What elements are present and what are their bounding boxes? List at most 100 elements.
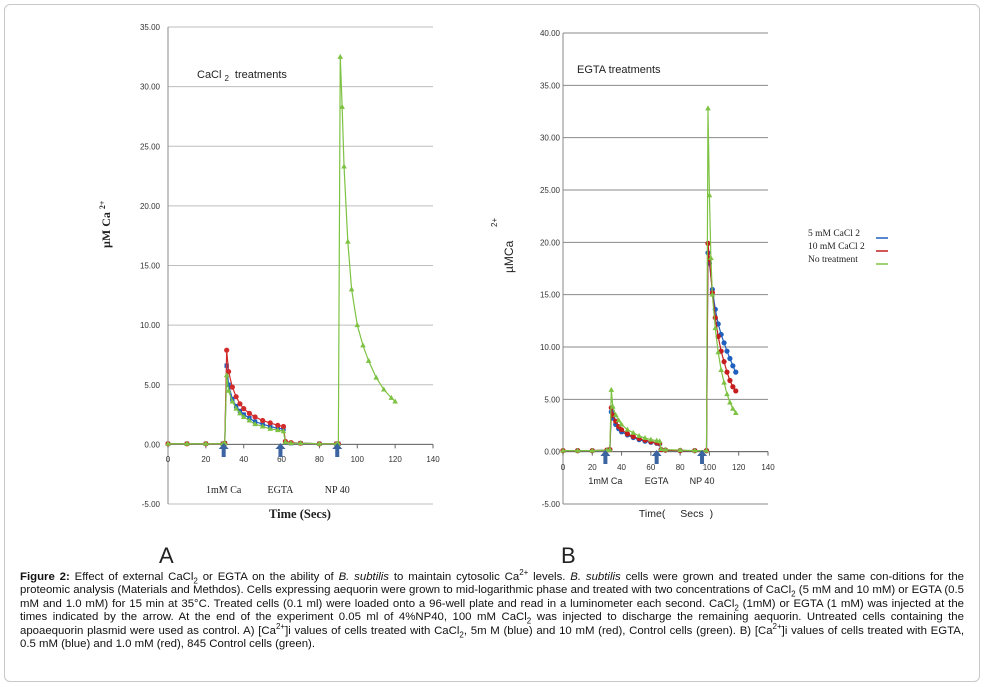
data-point xyxy=(703,447,710,453)
data-point xyxy=(252,421,258,427)
data-point xyxy=(727,399,733,405)
chart-b-y-ticks: -5.00 0.00 5.00 10.00 15.00 20.00 25.00 30.00 35… xyxy=(540,29,561,509)
data-point xyxy=(184,440,190,446)
data-point xyxy=(712,315,718,321)
data-point xyxy=(373,374,380,380)
data-point xyxy=(233,394,239,400)
annotation-label: EGTA xyxy=(645,476,669,486)
y-tick-label: 5.00 xyxy=(544,395,560,404)
data-point xyxy=(721,379,727,385)
x-tick-label: 60 xyxy=(646,463,655,472)
x-tick-label: 140 xyxy=(426,455,440,464)
data-point xyxy=(612,412,619,418)
chart-a-y-ticks: -5.00 0.00 5.00 10.00 15.00 20.00 25.00 30.00 35… xyxy=(140,23,161,509)
chart-a-y-label: µM Ca 2+ xyxy=(98,200,113,248)
data-point xyxy=(589,447,596,453)
data-point xyxy=(624,426,631,432)
data-point xyxy=(691,447,698,453)
data-point xyxy=(237,410,243,416)
data-point xyxy=(365,357,372,363)
caption-figure-label: Figure 2: xyxy=(20,571,70,583)
y-tick-label: 35.00 xyxy=(540,81,561,90)
x-tick-label: 20 xyxy=(588,463,597,472)
data-point xyxy=(282,438,289,444)
data-point xyxy=(341,163,347,169)
y-tick-label: 25.00 xyxy=(140,142,161,151)
data-point xyxy=(718,367,724,373)
y-tick-label: 35.00 xyxy=(140,23,161,32)
y-tick-label: 15.00 xyxy=(540,291,561,300)
chart-a-x-label: Time (Secs) xyxy=(269,507,331,521)
legend-entry: No treatment xyxy=(808,255,858,265)
data-point xyxy=(233,405,239,411)
data-point xyxy=(203,440,209,446)
injection-arrow xyxy=(275,443,286,457)
chart-b-axes xyxy=(562,33,769,504)
data-point xyxy=(607,446,613,452)
data-point xyxy=(274,427,281,433)
chart-a-series xyxy=(165,53,398,447)
data-point xyxy=(636,432,642,438)
x-tick-label: 100 xyxy=(703,463,717,472)
chart-b-x-label: Time( Secs) xyxy=(639,508,713,520)
x-tick-label: 100 xyxy=(351,455,365,464)
x-tick-label: 140 xyxy=(761,463,775,472)
injection-arrow xyxy=(651,450,662,464)
data-point xyxy=(730,384,736,390)
series-3 xyxy=(560,105,739,453)
chart-b-y-label-sup: 2+ xyxy=(490,218,499,227)
data-point xyxy=(709,291,716,297)
data-point xyxy=(316,440,323,446)
chart-b-series xyxy=(560,105,739,454)
data-point xyxy=(712,325,719,331)
data-point xyxy=(708,255,714,261)
y-tick-label: 25.00 xyxy=(540,186,561,195)
data-point xyxy=(267,425,274,431)
chart-b-x-ticks: 0 20 40 60 80 100 120 140 xyxy=(561,463,775,472)
y-tick-label: 15.00 xyxy=(140,262,161,271)
data-point xyxy=(297,440,304,446)
data-point xyxy=(706,192,713,198)
data-point xyxy=(275,422,281,428)
annotation-label: NP 40 xyxy=(325,485,350,496)
data-point xyxy=(246,410,252,416)
caption-text: Effect of external CaCl2 or EGTA on the … xyxy=(20,568,965,651)
data-point xyxy=(721,340,727,346)
data-point xyxy=(241,406,247,412)
data-point xyxy=(642,435,648,441)
data-point xyxy=(165,440,171,446)
data-point xyxy=(574,447,581,453)
data-point xyxy=(648,436,654,442)
x-tick-label: 80 xyxy=(315,455,324,464)
y-tick-label: 0.00 xyxy=(144,440,160,449)
y-tick-label: 10.00 xyxy=(140,321,161,330)
data-point xyxy=(658,446,664,452)
y-tick-label: 30.00 xyxy=(140,83,161,92)
data-point xyxy=(630,433,636,440)
chart-a-annotations: 1mM Ca EGTA NP 40 xyxy=(206,443,350,496)
data-point xyxy=(677,447,683,453)
figure-caption: Figure 2: Effect of external CaCl2 or EG… xyxy=(20,568,965,651)
x-tick-label: 0 xyxy=(166,455,171,464)
data-point xyxy=(730,405,736,411)
injection-arrow xyxy=(697,450,708,464)
chart-b-grid xyxy=(563,32,768,505)
data-point xyxy=(662,446,669,452)
data-point xyxy=(618,427,625,433)
data-point xyxy=(733,388,739,394)
y-tick-label: 20.00 xyxy=(540,238,561,247)
data-point xyxy=(727,355,733,362)
data-point xyxy=(348,286,355,292)
data-point xyxy=(345,238,351,244)
data-point xyxy=(392,398,398,404)
figure-frame xyxy=(4,4,980,682)
data-point xyxy=(246,417,253,423)
data-point xyxy=(560,447,566,453)
data-point xyxy=(260,417,266,424)
series-3 xyxy=(165,53,398,446)
data-point xyxy=(223,372,230,378)
chart-b-title: EGTA treatments xyxy=(577,64,661,76)
data-point xyxy=(280,428,287,434)
